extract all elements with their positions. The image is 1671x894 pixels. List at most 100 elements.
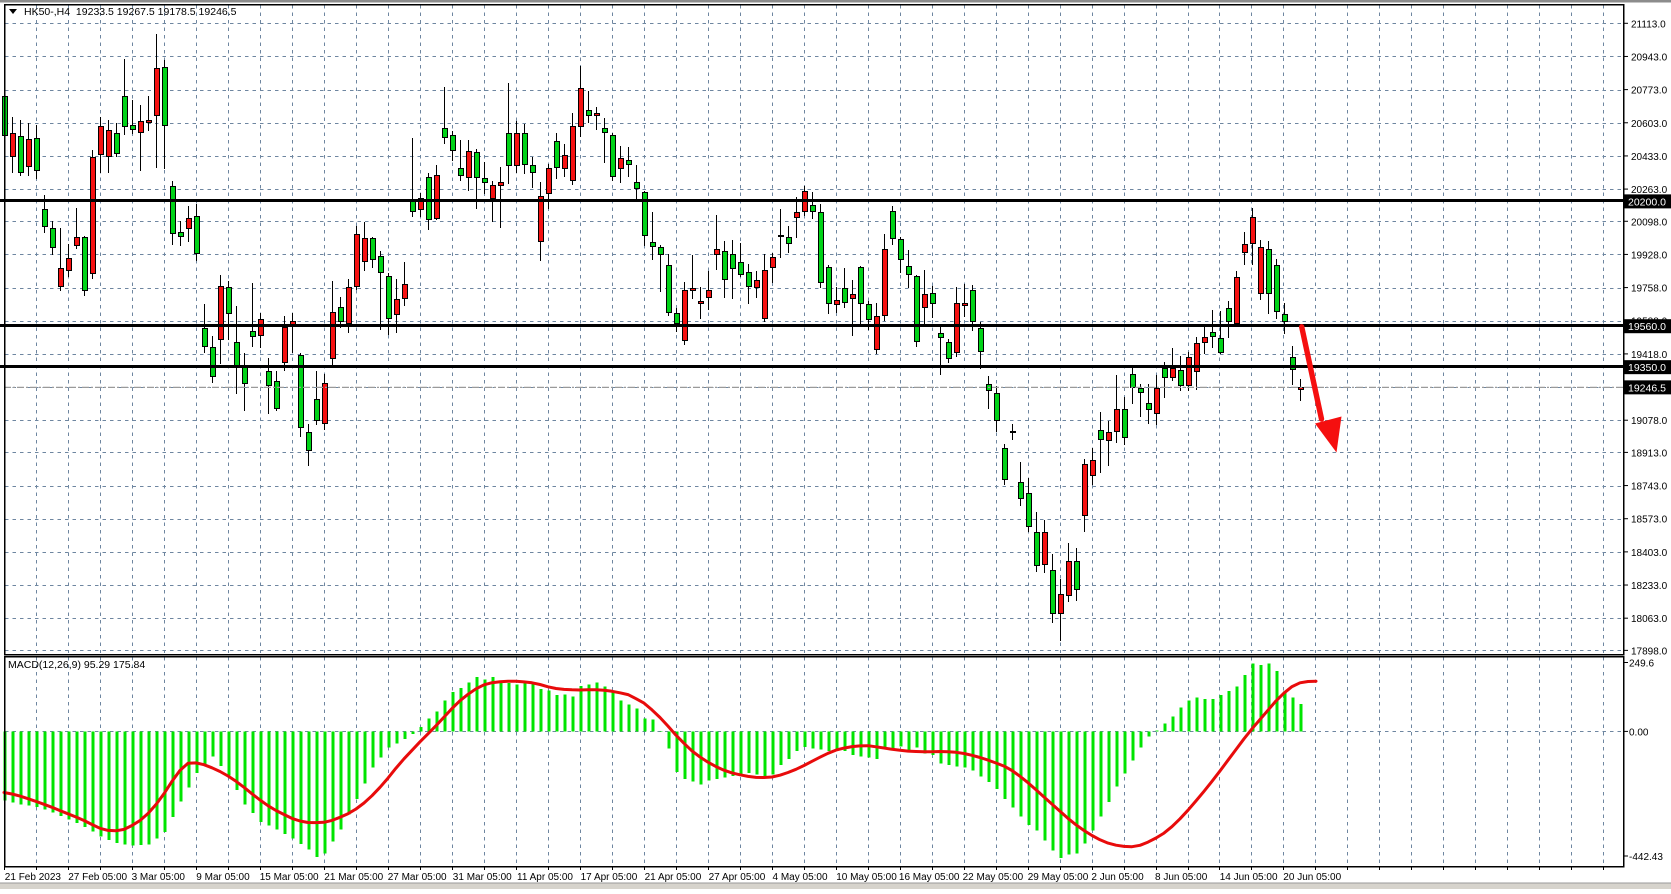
- hline-price-tag: 20200.0: [1624, 194, 1671, 209]
- macd-histogram: [3, 663, 1303, 858]
- candle-body: [923, 295, 927, 307]
- candle-body: [763, 271, 767, 318]
- candle-wick: [588, 91, 589, 123]
- candle-wick: [1212, 310, 1213, 348]
- trend-arrow-line[interactable]: [1298, 324, 1325, 422]
- window-bottom-strip: [0, 883, 1671, 889]
- candle-body: [131, 126, 135, 129]
- macd-tick-label: 0.00: [1629, 727, 1649, 738]
- candle-wick: [604, 118, 605, 163]
- candle-body: [675, 314, 679, 323]
- candle-body: [1035, 533, 1039, 565]
- candle-body: [435, 176, 439, 218]
- time-label: 20 Jun 05:00: [1283, 872, 1341, 883]
- candle-body: [627, 161, 631, 164]
- candle-body: [27, 140, 31, 166]
- candle-body: [843, 289, 847, 302]
- candle-body: [1235, 278, 1239, 323]
- macd-tick-label: 249.6: [1629, 659, 1654, 670]
- candle-body: [195, 217, 199, 253]
- trend-arrow-head[interactable]: [1315, 416, 1342, 453]
- candle-body: [683, 291, 687, 340]
- candle-body: [635, 183, 639, 188]
- price-axis[interactable]: 21113.0 20943.0 20773.0 20603.0 20433.0 20263…: [1623, 19, 1671, 863]
- price-tick-label: 18403.0: [1631, 548, 1668, 559]
- candle-body: [1283, 315, 1287, 321]
- candle-wick: [940, 326, 941, 375]
- candle-doji: [1010, 431, 1016, 433]
- candle-body: [947, 343, 951, 358]
- candle-body: [539, 197, 543, 241]
- candle-doji: [778, 235, 784, 237]
- window-top-frame: [0, 0, 1671, 3]
- candle-body: [747, 273, 751, 286]
- time-label: 11 Apr 05:00: [517, 872, 573, 883]
- price-tick-label: 18913.0: [1631, 448, 1668, 459]
- candle-body: [1259, 248, 1263, 293]
- candle-body: [91, 158, 95, 273]
- candle-body: [699, 302, 703, 303]
- svg-text:19246.5: 19246.5: [1628, 382, 1666, 394]
- time-label: 17 Apr 05:00: [581, 872, 638, 883]
- macd-pane-border: [3, 655, 1625, 868]
- candle-body: [51, 229, 55, 247]
- candle-body: [691, 289, 695, 290]
- candle-body: [755, 281, 759, 287]
- candle-body: [1107, 433, 1111, 440]
- candle-body: [123, 97, 127, 126]
- price-tick-label: 20603.0: [1631, 119, 1668, 130]
- hline-price-tag: 19560.0: [1624, 319, 1671, 334]
- time-label: 9 Mar 05:00: [196, 872, 250, 883]
- time-label: 16 May 05:00: [899, 872, 960, 883]
- hline[interactable]: [0, 324, 1623, 327]
- candle-body: [299, 356, 303, 427]
- price-tick-label: 19418.0: [1631, 350, 1668, 361]
- candle-body: [99, 127, 103, 154]
- hline[interactable]: [0, 199, 1623, 202]
- candle-body: [1203, 338, 1207, 342]
- macd-tick-label: -442.43: [1629, 852, 1663, 863]
- candle-body: [235, 343, 239, 366]
- candle-body: [571, 127, 575, 180]
- candle-wick: [660, 245, 661, 292]
- candle-body: [147, 121, 151, 122]
- candle-wick: [132, 100, 133, 134]
- time-label: 27 Apr 05:00: [709, 872, 766, 883]
- candle-body: [35, 139, 39, 170]
- chart-title-bar: HK50-,H4 19233.5 19267.5 19178.5 19246.5: [9, 6, 237, 18]
- time-label: 22 May 05:00: [963, 872, 1024, 883]
- hline[interactable]: [0, 365, 1623, 368]
- candle-body: [363, 239, 367, 261]
- candle-body: [267, 372, 271, 385]
- candle-body: [315, 400, 319, 420]
- candle-wick: [412, 138, 413, 217]
- candle-body: [1099, 431, 1103, 439]
- time-label: 2 Jun 05:00: [1091, 872, 1144, 883]
- macd-indicator-label: MACD(12,26,9) 95.29 175.84: [8, 659, 146, 671]
- candle-body: [523, 134, 527, 164]
- candle-body: [787, 238, 791, 243]
- time-axis[interactable]: 21 Feb 2023 27 Feb 05:00 3 Mar 05:00 9 Mar …: [5, 872, 1342, 883]
- candle-body: [459, 169, 463, 175]
- candle-wick: [1164, 362, 1165, 398]
- candle-body: [395, 300, 399, 314]
- candle-body: [1043, 533, 1047, 564]
- candle-body: [883, 250, 887, 315]
- candle-body: [83, 238, 87, 290]
- candle-body: [531, 166, 535, 172]
- candle-body: [1083, 465, 1087, 515]
- candle-body: [547, 169, 551, 193]
- candle-wick: [1140, 384, 1141, 417]
- candle-body: [155, 69, 159, 115]
- chart-collapse-icon[interactable]: [9, 9, 17, 14]
- candle-body: [587, 111, 591, 115]
- candle-body: [107, 131, 111, 156]
- candle-body: [619, 159, 623, 168]
- candle-body: [939, 334, 943, 337]
- candle-wick: [460, 140, 461, 181]
- candle-body: [563, 156, 567, 168]
- candle-wick: [1108, 421, 1109, 466]
